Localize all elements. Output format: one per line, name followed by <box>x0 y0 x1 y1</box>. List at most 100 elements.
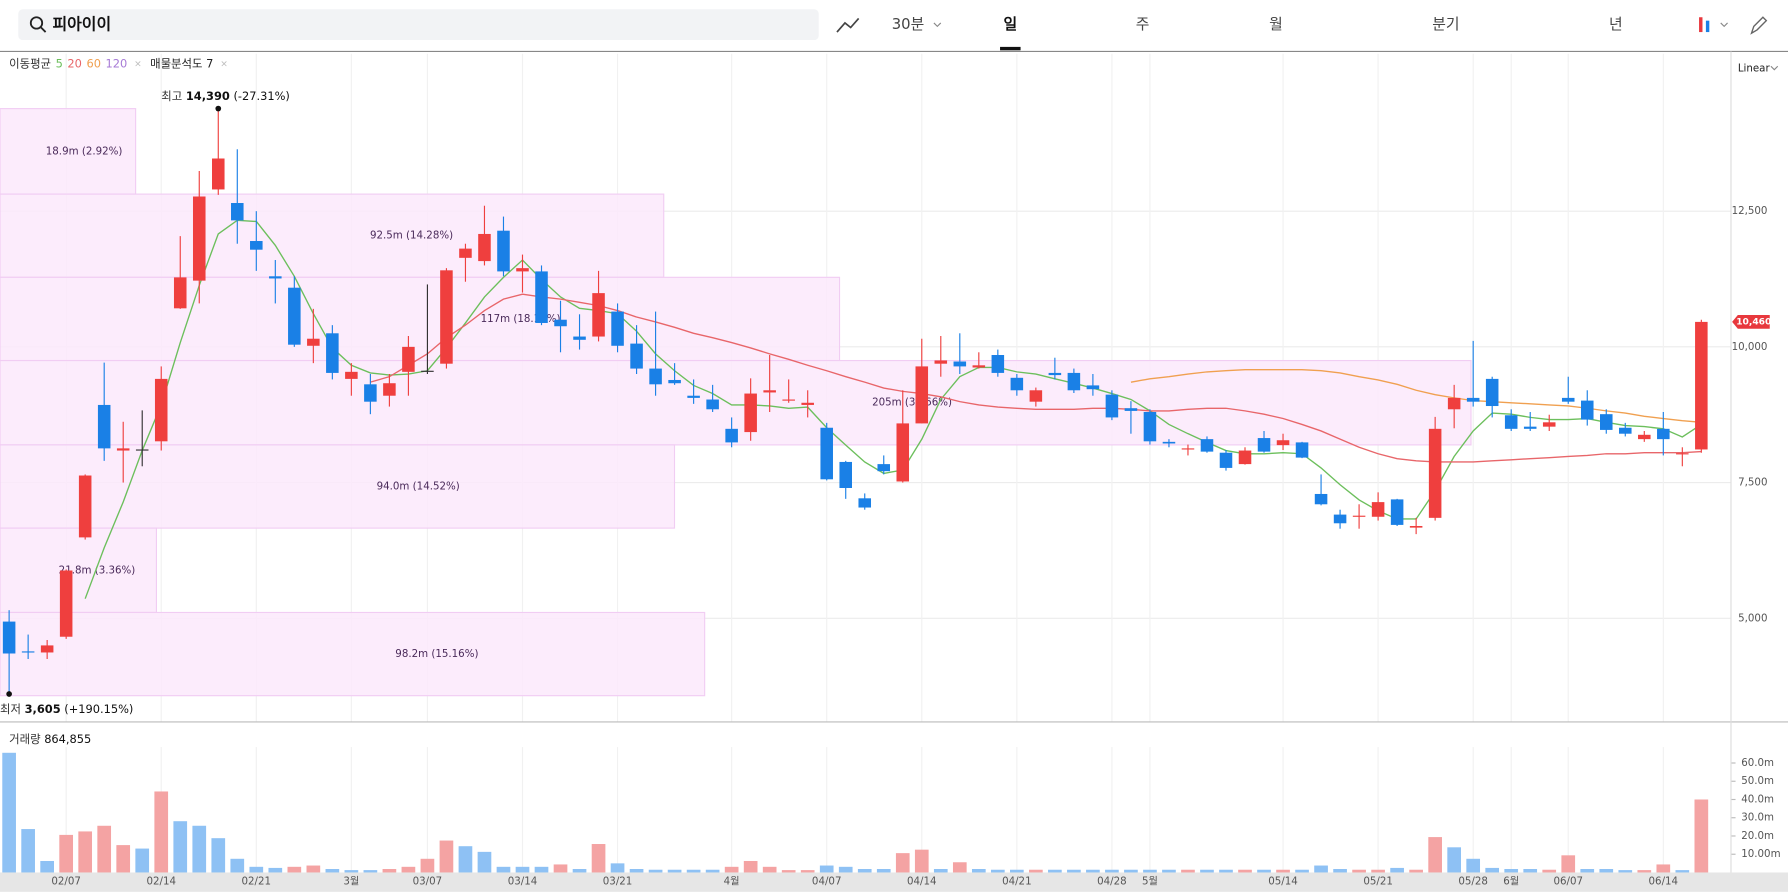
candle-body <box>934 360 948 364</box>
ma-legend-item[interactable]: 20 <box>67 56 82 70</box>
volume-bar <box>572 869 587 873</box>
candle-body <box>1676 453 1689 455</box>
volume-bar <box>1143 869 1157 873</box>
candle-body <box>535 271 548 323</box>
volume-bar <box>1694 799 1709 873</box>
ma-legend-item[interactable]: 5 <box>56 56 63 70</box>
volume-bar <box>1466 858 1481 873</box>
candle-body <box>1409 525 1423 528</box>
candle-body <box>1162 441 1176 444</box>
candle-body <box>1333 514 1347 524</box>
candle-body <box>402 346 415 372</box>
draw-icon[interactable] <box>1750 16 1768 35</box>
extreme-point <box>6 691 12 697</box>
candle-body <box>1657 428 1670 440</box>
candle-body <box>2 621 16 654</box>
candle-body <box>1390 499 1404 525</box>
candle-body <box>1504 415 1518 429</box>
candle-body <box>725 428 738 443</box>
period-tab[interactable]: 주 <box>1136 16 1150 33</box>
x-tick-label: 5월 <box>1142 876 1158 888</box>
volume-bar <box>249 866 264 873</box>
ma-legend-item[interactable]: 60 <box>86 56 100 70</box>
volume-bar <box>1029 869 1043 873</box>
x-tick-label: 02/14 <box>146 876 176 888</box>
volume-bar <box>420 858 435 873</box>
interval-select[interactable]: 30분 <box>892 16 924 33</box>
volume-profile-label: 205m (31.66%) <box>872 397 952 409</box>
volume-bar <box>173 821 188 873</box>
volume-bar <box>59 834 74 873</box>
volume-bar <box>610 863 625 873</box>
volume-profile-label: 98.2m (15.16%) <box>395 648 478 660</box>
active-tab-underline <box>1000 46 1021 51</box>
x-tick-label: 02/21 <box>242 876 272 888</box>
volume-tick-label: 60.0m <box>1741 757 1774 769</box>
x-tick-label: 02/07 <box>51 876 81 888</box>
candle-body <box>212 158 225 190</box>
volume-bar <box>116 845 131 873</box>
volume-total: 864,855 <box>44 732 91 746</box>
candle-body <box>763 390 776 393</box>
search-box[interactable] <box>18 9 819 41</box>
candle-body <box>1314 493 1328 505</box>
volume-bar <box>1447 847 1462 873</box>
period-tab[interactable]: 분기 <box>1432 16 1459 33</box>
candle-body <box>953 361 967 367</box>
chart-type-icon[interactable] <box>1699 17 1703 33</box>
volume-bar <box>230 858 245 873</box>
extreme-prefix: 최고 <box>161 89 182 103</box>
candle-body <box>497 230 510 272</box>
volume-bar <box>1105 869 1119 873</box>
volume-bar <box>1276 869 1290 873</box>
period-tab[interactable]: 년 <box>1609 16 1623 33</box>
volume-tick-label: 10.00m <box>1741 848 1780 860</box>
scale-select[interactable]: Linear <box>1738 63 1771 75</box>
volume-bar <box>78 831 93 873</box>
volume-bar <box>743 860 758 873</box>
volume-bar <box>1561 855 1576 873</box>
candle-body <box>1048 372 1062 376</box>
candle-body <box>1181 448 1195 450</box>
search-text[interactable]: 피아이이 <box>52 15 111 34</box>
y-tick-label: 10,000 <box>1732 341 1768 353</box>
volume-bar <box>933 869 948 873</box>
indicator-icon[interactable] <box>836 17 860 33</box>
volume-bar <box>1314 865 1328 873</box>
volume-bar <box>1580 869 1595 873</box>
y-tick-label: 5,000 <box>1738 612 1767 624</box>
candle-body <box>668 379 681 384</box>
volume-profile-label: 94.0m (14.52%) <box>377 481 460 493</box>
volume-bar <box>629 869 644 873</box>
volume-bar <box>1656 864 1671 873</box>
chart-type-icon[interactable] <box>1705 20 1710 33</box>
candle-body <box>1599 414 1613 430</box>
volume-bar <box>857 869 872 873</box>
volume-bar <box>1428 837 1442 873</box>
volume-profile-bar <box>0 108 137 195</box>
candle-body <box>1352 515 1366 517</box>
period-tab[interactable]: 월 <box>1269 16 1283 33</box>
volume-bar <box>401 866 416 873</box>
volume-bar <box>1352 869 1366 873</box>
candle-body <box>383 383 396 396</box>
ma-legend-item[interactable]: 120 <box>106 56 128 70</box>
profile-legend[interactable]: 매물분석도 7 <box>150 56 213 70</box>
period-tab[interactable]: 일 <box>1003 16 1017 33</box>
candle-body <box>991 355 1005 373</box>
volume-bar <box>363 870 378 873</box>
candle-body <box>1523 426 1537 429</box>
extreme-point <box>215 105 222 112</box>
ma-legend-label[interactable]: 이동평균 <box>9 56 51 70</box>
volume-bar <box>1162 869 1176 873</box>
candle-body <box>173 277 187 309</box>
volume-tick-label: 20.0m <box>1741 830 1774 842</box>
candle-body <box>250 241 263 250</box>
last-price-tag <box>1732 315 1770 329</box>
candle-body <box>972 365 986 368</box>
volume-bar <box>1067 869 1081 873</box>
candle-body <box>1010 377 1024 391</box>
candle-body <box>1029 390 1043 402</box>
candle-body <box>1257 438 1271 452</box>
candle-body <box>858 498 872 508</box>
